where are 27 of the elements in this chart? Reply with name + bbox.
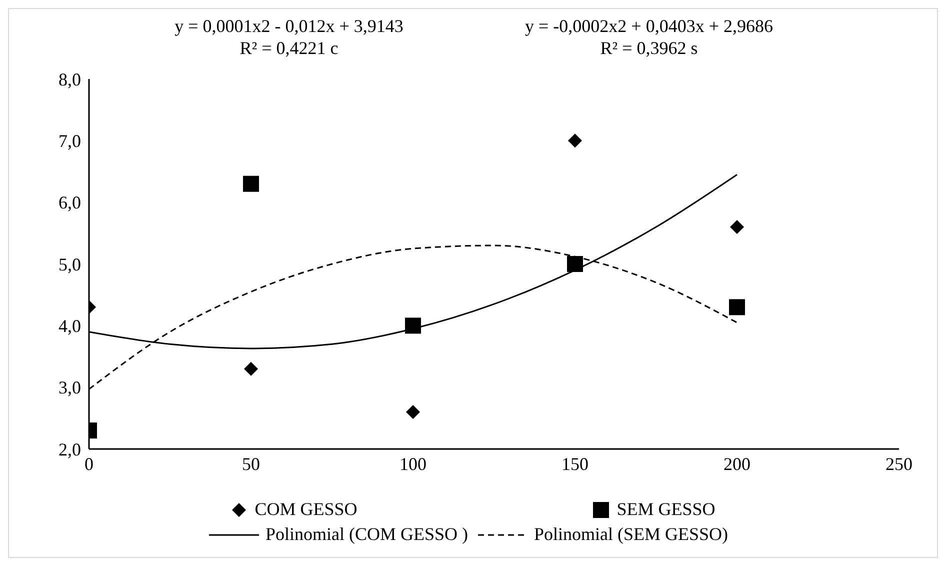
x-tick-label: 100: [400, 454, 426, 474]
point: [567, 256, 583, 272]
point: [244, 362, 258, 376]
text: y = -0,0002x2 + 0,0403x + 2,9686 R² = 0,3962 s: [524, 15, 774, 60]
point: [405, 318, 421, 334]
legend-label: SEM GESSO: [616, 499, 716, 520]
y-tick-label: 4,0: [58, 316, 81, 336]
point: [729, 299, 745, 316]
x-tick-label: 150: [562, 454, 588, 474]
y-tick-label: 3,0: [58, 378, 81, 398]
y-tick-label: 2,0: [58, 439, 81, 460]
text: y = 0,0001x2 - 0,012x + 3,9143 R² = 0,4221 c: [174, 15, 404, 60]
y-tick-label: 8,0: [58, 69, 81, 90]
y-tick-label: 5,0: [58, 254, 81, 274]
y-tick-label: 7,0: [58, 131, 81, 152]
legend-label: Polinomial (COM GESSO ): [265, 524, 468, 545]
point: [406, 405, 420, 419]
point: [568, 134, 582, 148]
x-tick-label: 250: [886, 454, 912, 474]
legend-label: COM GESSO: [254, 499, 358, 520]
x-tick-label: 0: [84, 454, 94, 474]
x-tick-label: 50: [242, 454, 260, 474]
legend-label: Polinomial (SEM GESSO): [534, 524, 728, 545]
y-tick-label: 6,0: [58, 192, 81, 213]
x-tick-label: 200: [724, 454, 750, 474]
point: [243, 176, 259, 192]
point: [730, 220, 744, 234]
